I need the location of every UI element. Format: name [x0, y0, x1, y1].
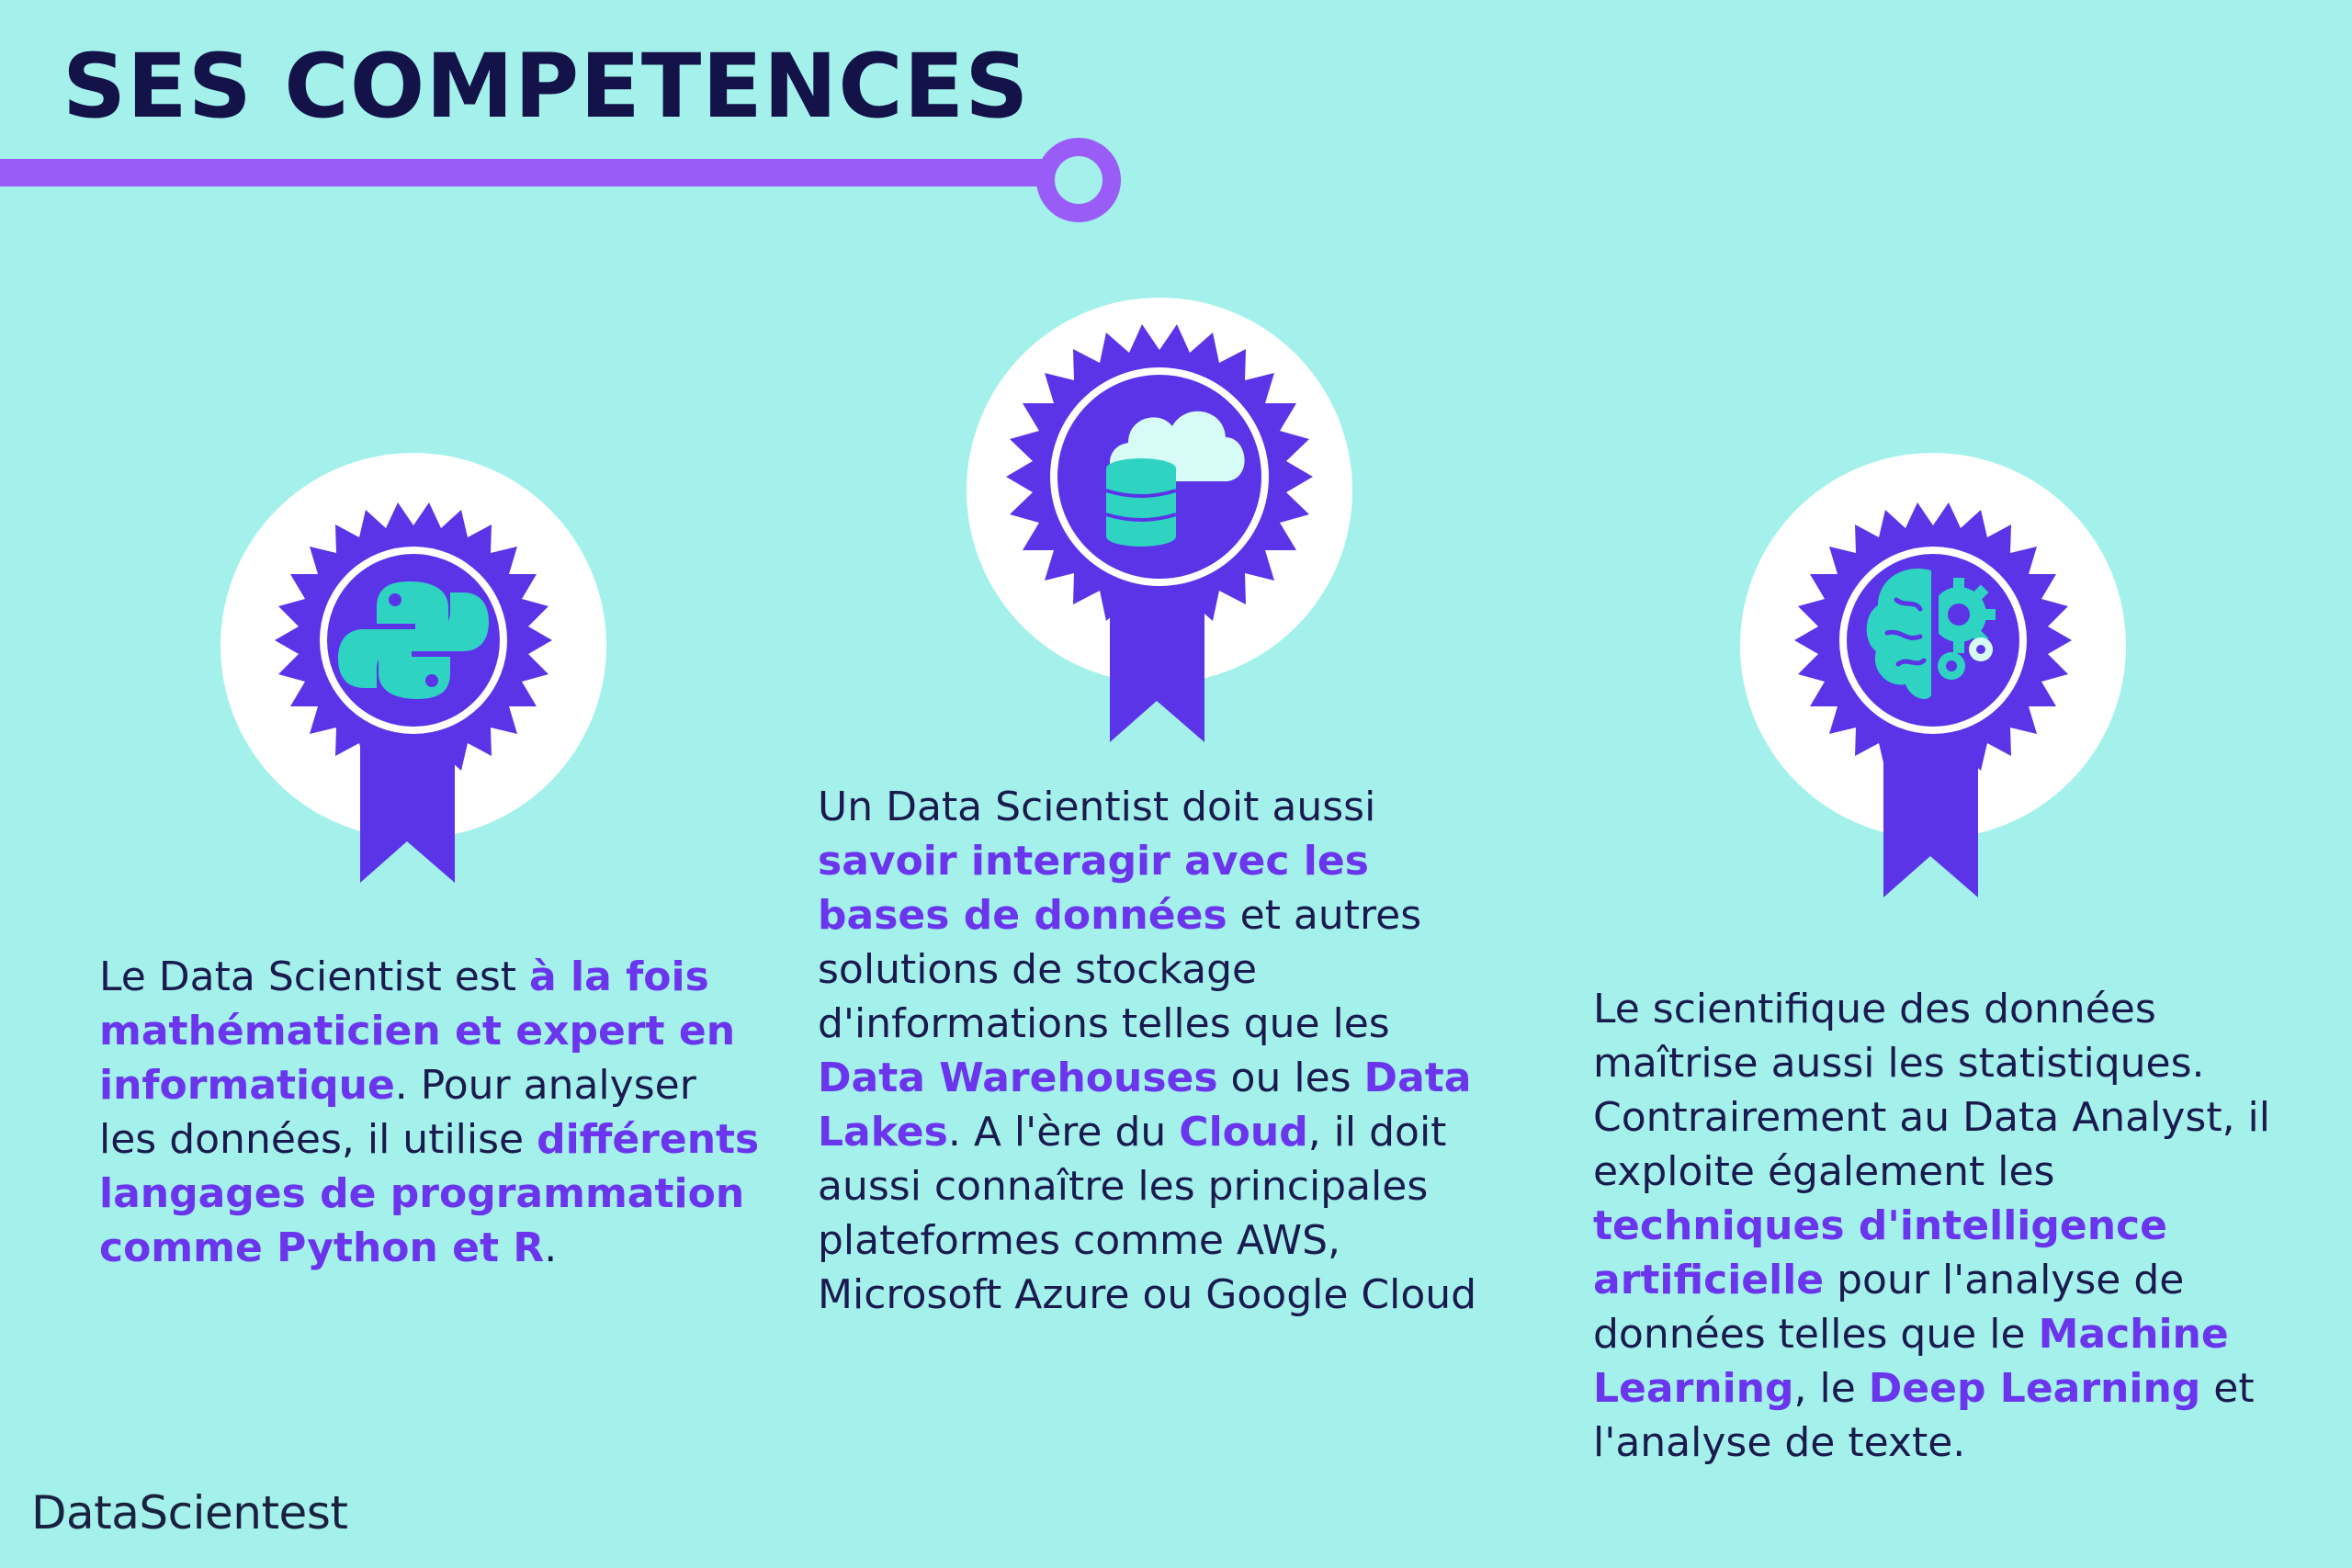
text-segment: , il doit aussi connaître les principale… — [818, 1109, 1477, 1318]
text-segment: . — [544, 1224, 558, 1271]
python-badge — [220, 453, 606, 885]
text-segment: Un Data Scientist doit aussi — [818, 784, 1376, 830]
highlight-text: à la fois mathématicien et expert en inf… — [99, 953, 736, 1109]
text-segment: ou les — [1217, 1055, 1364, 1101]
highlight-text: savoir interagir avec les bases de donné… — [818, 838, 1369, 939]
page-title: SES COMPETENCES — [62, 35, 1030, 138]
highlight-text: techniques d'intelligence artificielle — [1593, 1202, 2167, 1303]
text-segment: Le Data Scientist est — [99, 953, 530, 1000]
highlight-text: Data Lakes — [818, 1055, 1472, 1156]
title-underline-ring — [1036, 138, 1121, 222]
brain-gears-badge — [1740, 453, 2126, 899]
text-segment: Le scientifique des données maîtrise aus… — [1593, 986, 2270, 1195]
text-segment: , le — [1793, 1365, 1869, 1412]
text-segment: et l'analyse de texte. — [1593, 1365, 2255, 1466]
highlight-text: Cloud — [1179, 1109, 1308, 1156]
highlight-text: Deep Learning — [1868, 1365, 2201, 1412]
highlight-text: Machine Learning — [1593, 1311, 2229, 1412]
cloud-database-badge — [967, 298, 1352, 744]
text-segment: pour l'analyse de données telles que le — [1593, 1257, 2185, 1358]
highlight-text: Data Warehouses — [818, 1055, 1218, 1101]
column-1-text: Le Data Scientist est à la fois mathémat… — [99, 950, 761, 1275]
column-2-text: Un Data Scientist doit aussi savoir inte… — [818, 780, 1507, 1322]
brand-logo: DataScientest — [31, 1486, 348, 1540]
column-3-text: Le scientifique des données maîtrise aus… — [1593, 982, 2291, 1470]
brain-gears-icon — [1866, 568, 1996, 699]
title-underline — [0, 159, 1047, 186]
highlight-text: différents langages de programmation com… — [99, 1116, 760, 1271]
text-segment: et autres solutions de stockage d'inform… — [818, 892, 1422, 1047]
text-segment: . A l'ère du — [947, 1109, 1180, 1156]
cloud-database-icon — [1105, 411, 1245, 547]
text-segment: . Pour analyser les données, il utilise — [99, 1062, 696, 1163]
python-icon — [338, 581, 489, 699]
